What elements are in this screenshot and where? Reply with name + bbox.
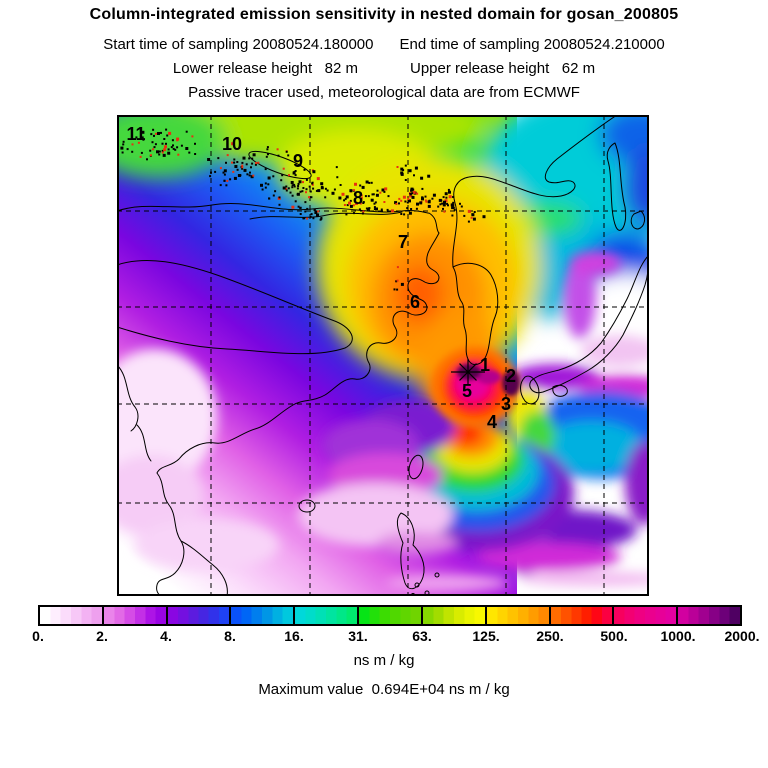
map-marker-3: 3 (501, 394, 511, 414)
map-marker-6: 6 (410, 292, 420, 312)
colorbar-segment (293, 607, 358, 624)
colorbar-tick-labels: 0. 2. 4. 8. 16. 31. 63. 125. 250. 500. 1000. 2000. (32, 628, 759, 646)
sensitivity-map: 1 2 3 4 5 6 7 8 9 10 11 (117, 115, 649, 596)
colorbar-segment (676, 607, 740, 624)
colorbar-tick: 125. (472, 628, 500, 644)
map-border (117, 115, 649, 596)
colorbar-segment (484, 607, 549, 624)
map-marker-1: 1 (480, 355, 490, 375)
start-time-text: Start time of sampling 20080524.180000 (103, 36, 374, 53)
map-marker-9: 9 (293, 151, 303, 171)
colorbar-segment (40, 607, 102, 624)
lower-release-text: Lower release height 82 m (172, 60, 358, 77)
colorbar-tick: 63. (412, 628, 432, 644)
maximum-value-label: Maximum value 0.694E+04 ns m / kg (258, 681, 510, 698)
colorbar-tick: 31. (348, 628, 368, 644)
colorbar-tick: 0. (32, 628, 44, 644)
colorbar-segment (548, 607, 613, 624)
lat-lon-gridlines (117, 115, 649, 596)
map-marker-2: 2 (506, 366, 516, 386)
colorbar (38, 605, 742, 626)
map-marker-11: 11 (126, 124, 145, 144)
colorbar-tick: 8. (224, 628, 236, 644)
colorbar-tick: 250. (536, 628, 564, 644)
colorbar-segment (612, 607, 677, 624)
map-marker-10: 10 (222, 134, 242, 154)
colorbar-tick: 1000. (660, 628, 696, 644)
page-title: Column-integrated emission sensitivity i… (89, 6, 679, 23)
map-marker-4: 4 (487, 412, 497, 432)
map-marker-7: 7 (398, 232, 408, 252)
colorbar-tick: 500. (600, 628, 628, 644)
upper-release-text: Upper release height 62 m (410, 60, 596, 77)
colorbar-tick: 16. (284, 628, 304, 644)
colorbar-units-label: ns m / kg (353, 652, 415, 669)
source-number-markers: 12 345 6 7 8 9 10 11 (126, 124, 516, 432)
map-marker-8: 8 (353, 188, 363, 208)
sensitivity-field (117, 115, 649, 596)
release-heights-row: Lower release height 82 m Upper release … (0, 60, 768, 77)
receptor-star-marker (451, 359, 485, 385)
colorbar-tick: 4. (160, 628, 172, 644)
map-canvas: 12 345 6 7 8 9 10 11 (117, 115, 649, 596)
tracer-info-text: Passive tracer used, meteorological data… (188, 84, 580, 101)
colorbar-segment (420, 607, 485, 624)
coastlines (117, 115, 649, 596)
end-time-text: End time of sampling 20080524.210000 (399, 36, 665, 53)
colorbar-segment (357, 607, 421, 624)
colorbar-tick: 2. (96, 628, 108, 644)
colorbar-segment (229, 607, 294, 624)
colorbar-tick: 2000. (724, 628, 760, 644)
colorbar-segment (165, 607, 230, 624)
colorbar-segment (101, 607, 166, 624)
sampling-times-row: Start time of sampling 20080524.180000 E… (0, 36, 768, 53)
map-marker-5: 5 (462, 381, 472, 401)
fire-location-dots (120, 128, 486, 291)
